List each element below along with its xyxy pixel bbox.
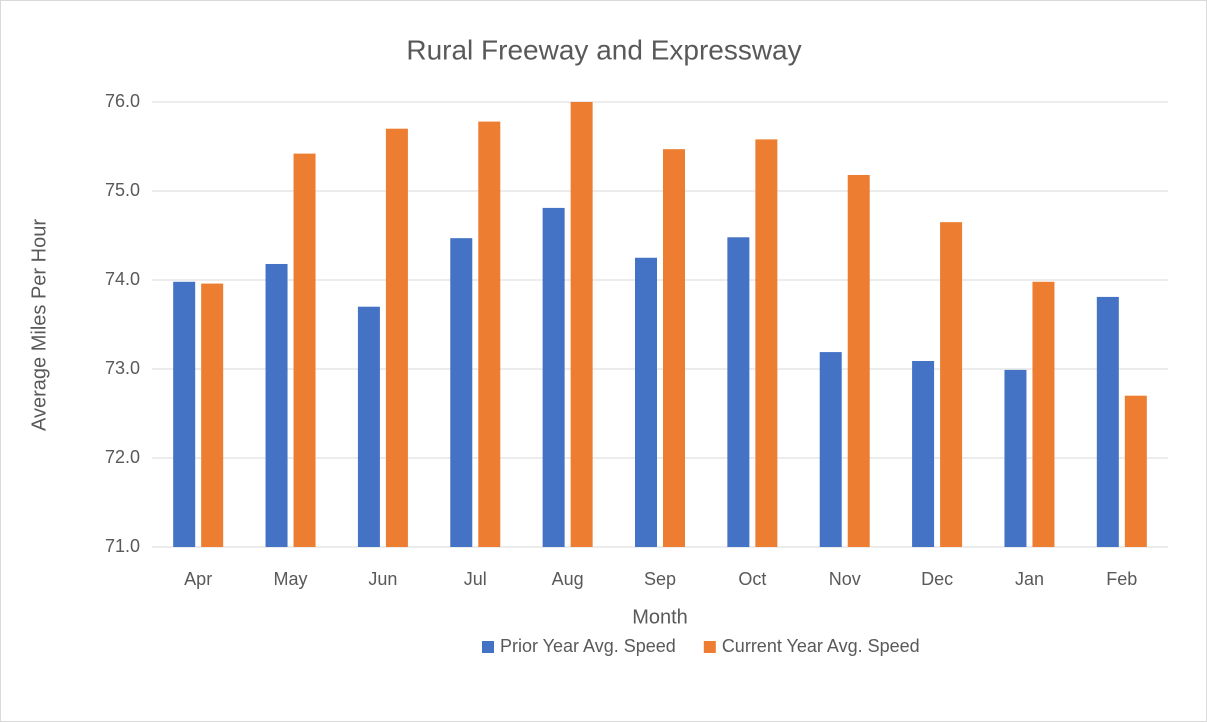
x-tick-label: Oct xyxy=(738,569,766,589)
x-tick-label: May xyxy=(274,569,308,589)
bar xyxy=(293,153,316,547)
bar xyxy=(940,222,963,547)
y-tick-label: 71.0 xyxy=(105,536,140,556)
x-tick-label: Jun xyxy=(368,569,397,589)
legend-label: Current Year Avg. Speed xyxy=(722,636,920,656)
x-tick-label: Feb xyxy=(1106,569,1137,589)
bar xyxy=(1032,281,1055,547)
bar xyxy=(1124,395,1147,547)
x-tick-label: Dec xyxy=(921,569,953,589)
bar xyxy=(542,207,565,547)
bar xyxy=(1096,296,1119,547)
x-tick-label: Jul xyxy=(464,569,487,589)
legend-swatch xyxy=(703,641,716,653)
bar xyxy=(663,149,685,548)
bar xyxy=(450,238,473,548)
bar xyxy=(201,283,224,547)
y-tick-label: 73.0 xyxy=(105,358,140,378)
x-tick-label: Apr xyxy=(184,569,212,589)
x-tick-label: Nov xyxy=(829,569,861,589)
y-tick-label: 76.0 xyxy=(105,91,140,111)
bar xyxy=(570,102,593,547)
bar xyxy=(385,128,408,547)
y-axis-title: Average Miles Per Hour xyxy=(28,219,50,431)
bar xyxy=(635,257,657,547)
bar xyxy=(847,174,870,548)
legend-label: Prior Year Avg. Speed xyxy=(500,636,676,656)
legend-swatch xyxy=(482,641,494,653)
bar xyxy=(357,306,380,547)
bar xyxy=(478,121,501,547)
bar xyxy=(727,237,750,547)
y-tick-label: 74.0 xyxy=(105,269,140,289)
y-tick-label: 75.0 xyxy=(105,180,140,200)
y-tick-label: 72.0 xyxy=(105,447,140,467)
bar xyxy=(1004,369,1027,547)
chart-title: Rural Freeway and Expressway xyxy=(406,34,801,65)
bar xyxy=(819,352,842,547)
bar xyxy=(912,360,935,547)
bar xyxy=(755,139,778,547)
x-tick-label: Jan xyxy=(1015,569,1044,589)
bar xyxy=(265,263,288,547)
bar xyxy=(173,281,196,547)
x-tick-label: Sep xyxy=(644,569,676,589)
x-axis-title: Month xyxy=(632,606,688,628)
x-tick-label: Aug xyxy=(552,569,584,589)
